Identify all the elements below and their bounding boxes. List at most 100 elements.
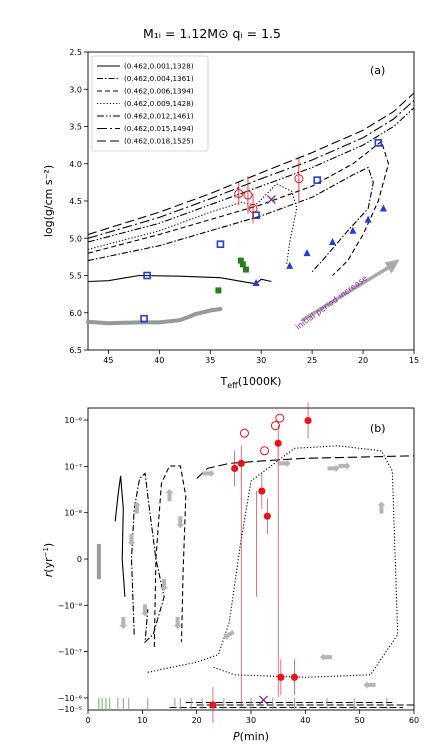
- direction-arrow: [278, 459, 291, 468]
- blue-triangle-marker: [364, 215, 372, 223]
- panel-b-ticks: 0 10 20 30 40 50 60 10⁻⁶ 10⁻⁷ 10⁻⁸ 0 −10⁻⁸ −10⁻⁷ −10⁻…: [58, 416, 419, 725]
- blue-triangle-marker: [329, 237, 336, 245]
- direction-arrow: [165, 489, 174, 502]
- direction-arrow: [223, 630, 235, 640]
- direction-arrow: [363, 680, 376, 689]
- y-tick-label: 10⁻⁶: [64, 416, 82, 425]
- legend-label: (0.462,0.004,1361): [124, 74, 194, 83]
- panel-b-tag: (b): [370, 422, 386, 435]
- y-tick-label: −10⁻⁵: [58, 705, 82, 714]
- track-line-1: [87, 274, 272, 285]
- arrow-shape: [327, 464, 340, 473]
- x-tick-label: 50: [355, 716, 365, 725]
- period-track-1: [114, 475, 126, 597]
- legend-label: (0.462,0.015,1494): [124, 124, 194, 133]
- red-open-circle-marker: [294, 174, 304, 184]
- panel-a-ticks: 45 40 35 30 25 20 15 2.5 3.0 3.5 4.0 4.5 5.0 5.5 6.0 6.…: [69, 48, 419, 365]
- panel-a: (a) 45 40 35 30 25 20 15 2.5 3.0 3.5 4.0 4.5 5.0 5.5 6…: [42, 48, 419, 390]
- red-open-marker: [260, 446, 270, 456]
- x-tick-label: 40: [300, 716, 310, 725]
- y-tick-label: 3.5: [69, 123, 82, 132]
- blue-square-marker: [140, 314, 148, 323]
- arrow-shape: [338, 461, 351, 470]
- blue-triangle-marker: [303, 249, 311, 257]
- x-tick-label: 20: [192, 716, 202, 725]
- arrow-shape: [176, 516, 185, 529]
- direction-arrow: [119, 616, 128, 629]
- grey-track: [86, 307, 223, 326]
- blue-square-marker: [143, 271, 151, 280]
- arrow-shape: [141, 604, 150, 617]
- arrow-shape: [278, 459, 291, 468]
- blue-triangle-marker: [349, 226, 357, 234]
- red-filled-marker: [258, 487, 266, 495]
- purple-cross-marker: [266, 195, 276, 204]
- arrow-shape: [132, 501, 141, 514]
- panel-a-legend: (0.462,0.001,1328) (0.462,0.004,1361) (0.4…: [91, 55, 209, 152]
- x-tick-label: 30: [246, 716, 256, 725]
- track-line-7: [87, 92, 415, 236]
- panel-a-ylabel: log(g/cm s⁻²): [42, 165, 55, 237]
- red-open-circle-marker: [248, 203, 258, 213]
- blue-triangle-marker: [252, 278, 260, 286]
- blue-triangle-marker: [379, 204, 387, 212]
- direction-arrow: [338, 461, 351, 470]
- blue-square-marker: [374, 139, 383, 147]
- arrow-shape: [127, 533, 136, 546]
- x-tick-label: 35: [205, 356, 215, 365]
- panel-b-frame: [87, 407, 415, 711]
- figure-title: M₁ᵢ = 1.12M⊙ qᵢ = 1.5: [143, 26, 281, 41]
- track-line-2: [87, 166, 374, 273]
- y-tick-label: 10⁻⁸: [64, 509, 82, 518]
- green-square-marker: [242, 266, 249, 273]
- panel-a-markers: [140, 139, 387, 323]
- red-filled-marker: [209, 701, 217, 709]
- blue-square-marker: [216, 240, 225, 249]
- direction-arrow: [160, 579, 169, 592]
- y-tick-label: 3.0: [69, 85, 82, 94]
- period-track-4: [147, 445, 399, 678]
- legend-label: (0.462,0.018,1525): [124, 137, 194, 146]
- track-line-4: [87, 183, 298, 265]
- x-tick-label: 10: [137, 716, 147, 725]
- x-tick-label: 40: [154, 356, 164, 365]
- y-tick-label: 6.5: [69, 346, 82, 355]
- arrow-shape: [223, 630, 235, 640]
- arrow-shape: [160, 579, 169, 592]
- green-square-marker: [239, 261, 246, 268]
- arrow-shape: [165, 489, 174, 502]
- direction-arrow: [127, 533, 136, 546]
- legend-label: (0.462,0.001,1328): [124, 62, 194, 71]
- period-increase-arrow: [301, 262, 395, 322]
- y-tick-label: 10⁻⁷: [64, 462, 82, 471]
- arrow-shape: [173, 616, 182, 629]
- track-line-3: [87, 140, 390, 276]
- y-tick-label: 6.0: [69, 309, 82, 318]
- direction-arrow: [176, 516, 185, 529]
- green-square-marker: [215, 287, 222, 294]
- direction-arrow: [132, 501, 141, 514]
- x-tick-label: 45: [103, 356, 113, 365]
- y-tick-label: −10⁻⁸: [58, 601, 82, 610]
- x-tick-label: 30: [256, 356, 266, 365]
- legend-label: (0.462,0.012,1461): [124, 112, 194, 121]
- panel-b-series: [96, 445, 415, 710]
- y-tick-label: 5.5: [69, 272, 82, 281]
- track-line-5: [87, 107, 415, 243]
- red-open-marker: [275, 413, 285, 423]
- period-track-3: [153, 465, 187, 648]
- panel-a-tag: (a): [370, 64, 385, 77]
- panel-b: (b) 0 10 20 30 40 50 60 10⁻⁶ 10⁻⁷ 10⁻⁸ 0 −10⁻⁸ −10⁻⁷…: [42, 402, 419, 743]
- green-square-marker: [237, 257, 244, 264]
- period-increase-annotation: initial period increase: [294, 274, 369, 332]
- period-track-5: [196, 455, 415, 479]
- x-tick-label: 15: [409, 356, 419, 365]
- y-tick-label: −10⁻⁶: [58, 694, 82, 703]
- y-tick-label: 4.0: [69, 160, 82, 169]
- direction-arrow: [141, 604, 150, 617]
- arrow-shape: [363, 680, 376, 689]
- purple-cross-marker: [259, 695, 268, 705]
- red-open-marker: [270, 421, 280, 431]
- panel-b-xlabel: P(min): [233, 730, 269, 743]
